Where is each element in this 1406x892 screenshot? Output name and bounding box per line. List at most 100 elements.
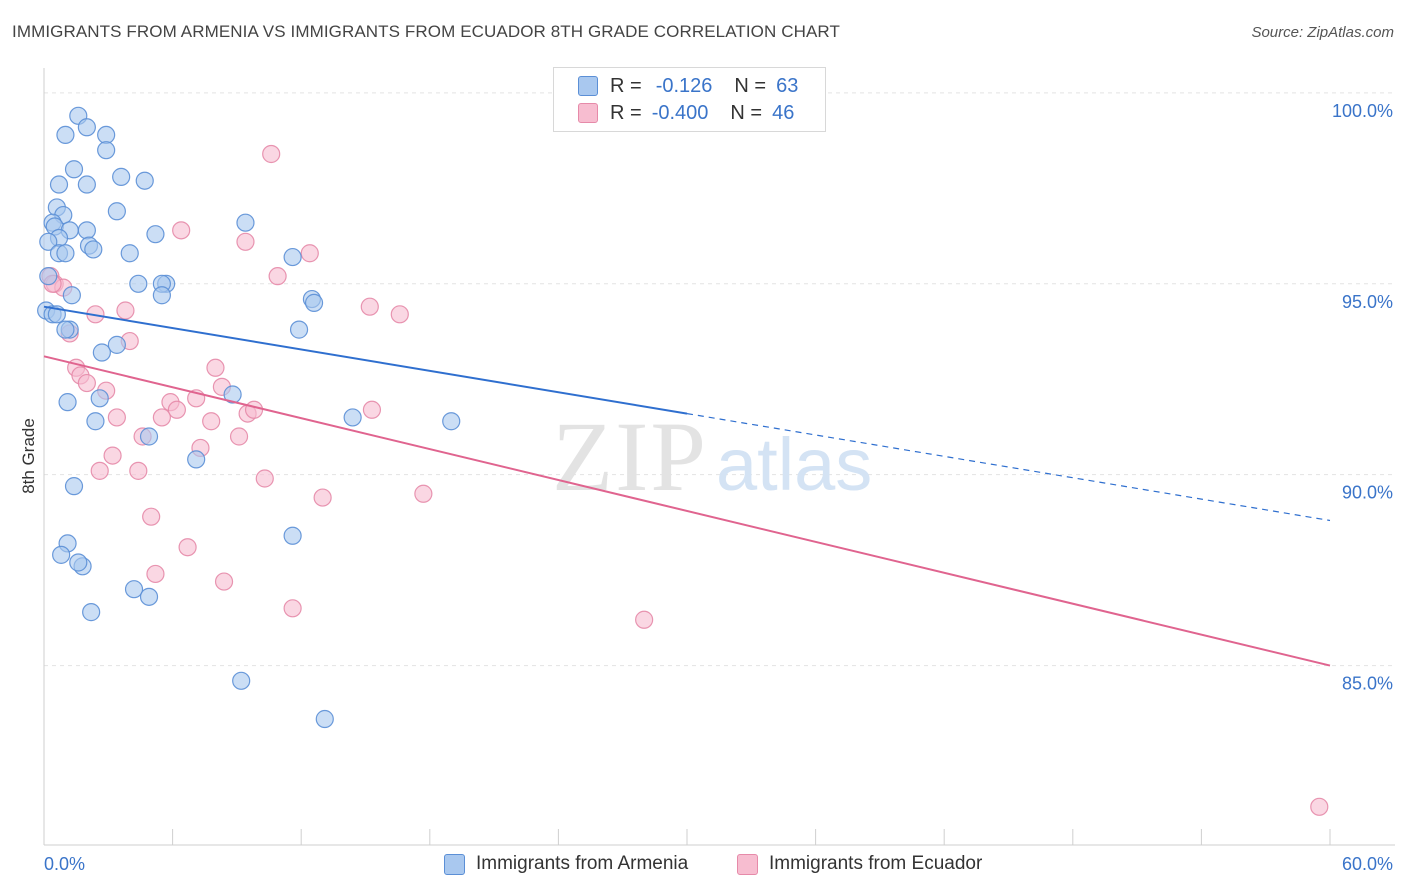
ecuador-r-label: R = bbox=[610, 101, 642, 124]
armenia-point bbox=[77, 221, 96, 240]
armenia-point bbox=[107, 202, 126, 221]
armenia-point bbox=[82, 603, 101, 622]
armenia-point bbox=[90, 389, 109, 408]
armenia-legend-swatch bbox=[444, 853, 465, 875]
armenia-n-label: N = bbox=[734, 74, 767, 97]
gridlines bbox=[44, 92, 1395, 667]
ecuador-point bbox=[202, 412, 221, 431]
legend-row-ecuador: R = -0.400 N = 46 bbox=[578, 101, 794, 125]
ecuador-point bbox=[152, 408, 171, 427]
y-tick-label: 95.0% bbox=[1342, 292, 1393, 312]
armenia-point bbox=[442, 412, 461, 431]
ecuador-r-value: -0.400 bbox=[651, 101, 709, 124]
y-axis-label: 8th Grade bbox=[19, 418, 38, 494]
ecuador-point bbox=[77, 373, 96, 393]
armenia-point bbox=[77, 118, 96, 137]
armenia-point bbox=[152, 286, 171, 305]
armenia-point bbox=[283, 247, 302, 267]
y-tick-label: 100.0% bbox=[1332, 101, 1393, 121]
armenia-point bbox=[56, 125, 75, 145]
ecuador-point bbox=[255, 469, 274, 488]
ecuador-point bbox=[414, 484, 433, 503]
armenia-point bbox=[107, 335, 126, 354]
armenia-point bbox=[315, 709, 334, 729]
armenia-points bbox=[37, 79, 675, 729]
armenia-point bbox=[187, 450, 206, 469]
armenia-point bbox=[39, 267, 58, 286]
ecuador-point bbox=[142, 507, 161, 526]
armenia-point bbox=[139, 427, 159, 446]
ecuador-point bbox=[268, 267, 287, 286]
ecuador-point bbox=[300, 244, 319, 263]
ecuador-point bbox=[107, 408, 126, 427]
armenia-trend-line bbox=[43, 305, 688, 415]
ecuador-point bbox=[178, 538, 197, 557]
watermark: ZIP atlas bbox=[552, 401, 872, 512]
armenia-point bbox=[49, 175, 69, 194]
trend-lines bbox=[43, 305, 1331, 667]
ecuador-point bbox=[206, 358, 225, 377]
armenia-point bbox=[62, 286, 81, 305]
armenia-point bbox=[139, 587, 159, 606]
ecuador-point bbox=[635, 610, 654, 629]
ecuador-point bbox=[90, 461, 109, 480]
armenia-point bbox=[64, 160, 84, 179]
armenia-point bbox=[92, 343, 111, 362]
axes bbox=[43, 68, 1395, 846]
ecuador-n-value: 46 bbox=[772, 101, 795, 124]
y-tick-label: 85.0% bbox=[1342, 674, 1393, 694]
bottom-legend-armenia: Immigrants from Armenia bbox=[444, 852, 688, 876]
ecuador-point bbox=[244, 400, 264, 419]
armenia-point bbox=[56, 320, 75, 339]
armenia-point bbox=[97, 141, 116, 160]
armenia-point bbox=[86, 412, 105, 431]
armenia-point bbox=[39, 232, 58, 251]
ecuador-legend-swatch bbox=[737, 853, 758, 875]
armenia-point bbox=[77, 175, 96, 194]
ecuador-point bbox=[172, 221, 191, 240]
armenia-r-value: -0.126 bbox=[655, 74, 713, 97]
armenia-point bbox=[120, 244, 139, 263]
armenia-point bbox=[69, 553, 88, 572]
armenia-r-label: R = bbox=[610, 74, 642, 97]
ecuador-point bbox=[390, 305, 409, 324]
stats-legend: R = -0.126 N = 63 R = -0.400 N = 46 bbox=[553, 67, 826, 132]
armenia-point bbox=[289, 320, 309, 339]
armenia-point bbox=[129, 274, 148, 293]
ecuador-point bbox=[214, 572, 234, 591]
armenia-point bbox=[236, 213, 255, 232]
armenia-point bbox=[64, 477, 84, 496]
armenia-n-value: 63 bbox=[776, 74, 799, 97]
legend-row-armenia: R = -0.126 N = 63 bbox=[578, 74, 798, 98]
ecuador-point bbox=[129, 461, 148, 480]
armenia-point bbox=[97, 125, 116, 145]
ecuador-point bbox=[146, 564, 165, 584]
armenia-point bbox=[124, 580, 144, 599]
x-tick-label: 0.0% bbox=[44, 854, 85, 874]
ecuador-swatch bbox=[578, 103, 598, 123]
source-credit: Source: ZipAtlas.com bbox=[1251, 24, 1394, 41]
armenia-point bbox=[146, 225, 165, 244]
y-tick-labels: 85.0% 90.0% 95.0% 100.0% bbox=[1332, 101, 1393, 694]
armenia-point bbox=[56, 244, 75, 263]
chart-title: IMMIGRANTS FROM ARMENIA VS IMMIGRANTS FR… bbox=[12, 22, 840, 41]
y-tick-label: 90.0% bbox=[1342, 483, 1393, 503]
armenia-trend-extension bbox=[686, 413, 1331, 522]
ecuador-trend-line bbox=[43, 355, 1331, 667]
armenia-legend-label: Immigrants from Armenia bbox=[476, 853, 689, 874]
ecuador-n-label: N = bbox=[730, 101, 763, 124]
ecuador-point bbox=[283, 599, 302, 618]
ecuador-point bbox=[116, 301, 135, 320]
ecuador-point bbox=[167, 400, 186, 419]
ecuador-point bbox=[229, 427, 249, 446]
ecuador-point bbox=[262, 144, 281, 164]
armenia-point bbox=[135, 171, 154, 190]
ecuador-point bbox=[1310, 797, 1329, 816]
watermark-atlas: atlas bbox=[716, 423, 872, 506]
armenia-point bbox=[232, 671, 251, 690]
armenia-point bbox=[84, 240, 103, 259]
ecuador-point bbox=[103, 446, 122, 465]
armenia-point bbox=[223, 385, 242, 404]
armenia-point bbox=[112, 167, 131, 186]
